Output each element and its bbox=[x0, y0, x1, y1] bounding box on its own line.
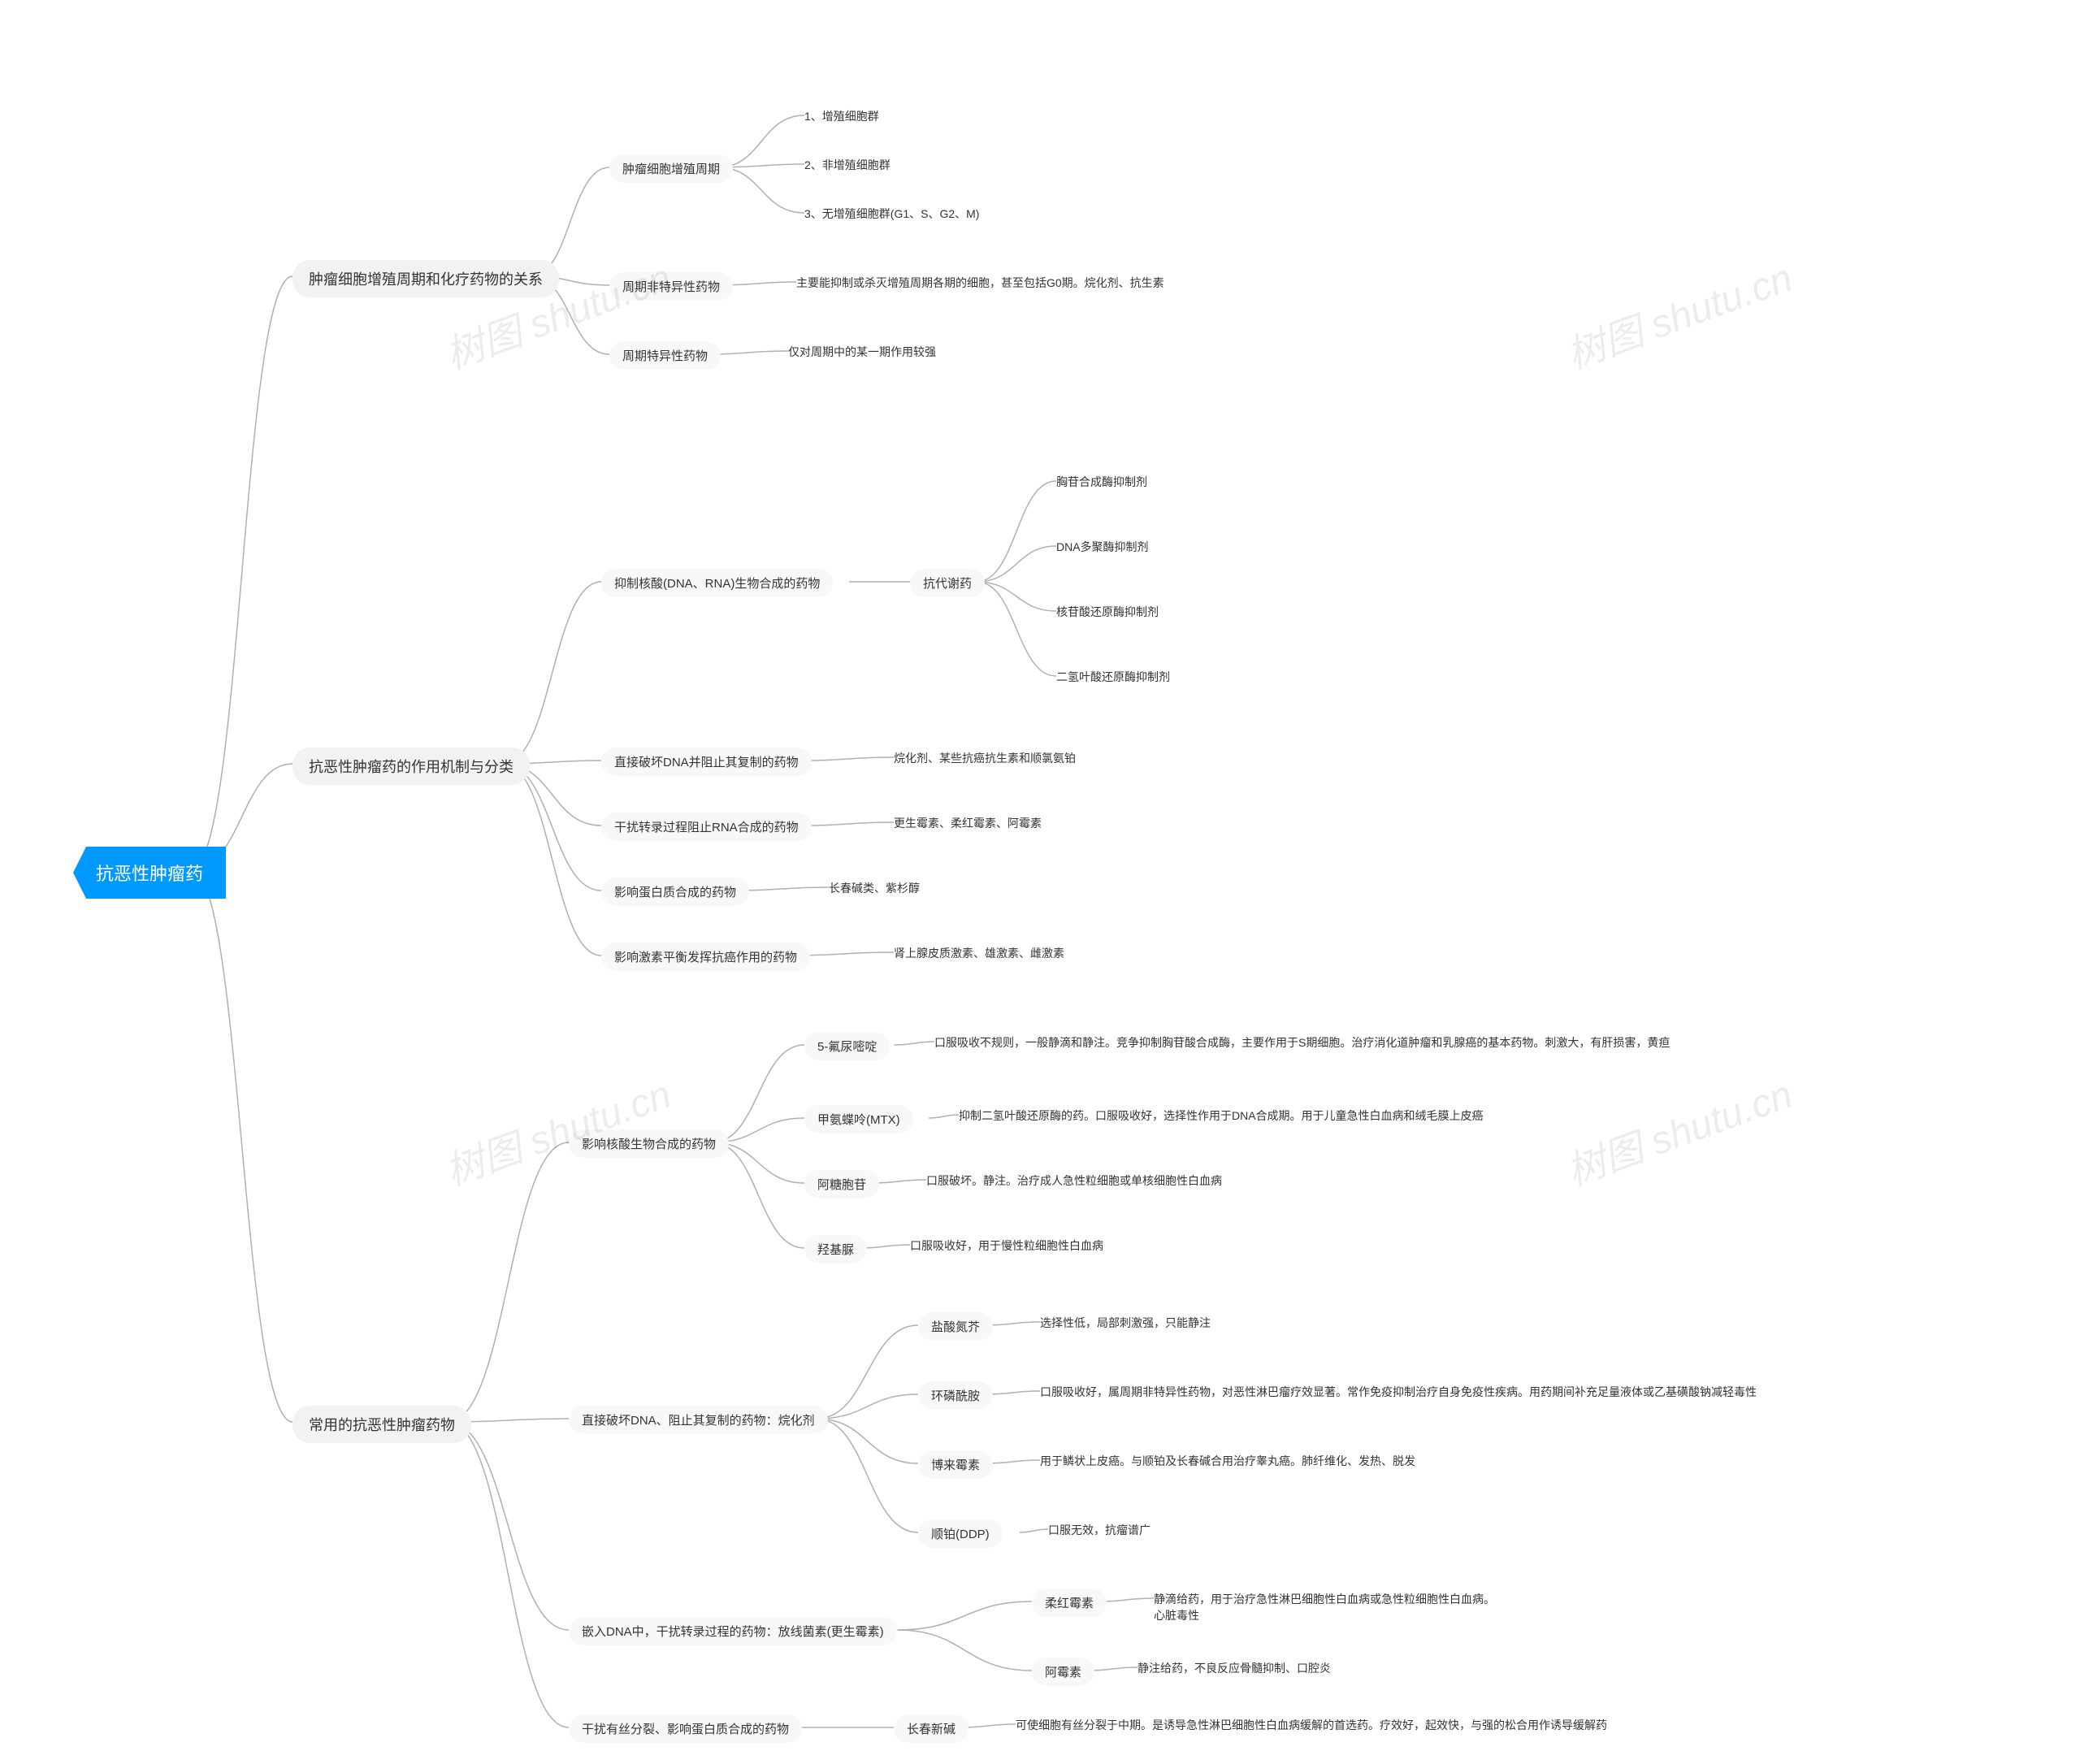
sub-2-0-2: 阿糖胞苷 bbox=[804, 1170, 879, 1198]
leaf-0-1-0: 主要能抑制或杀灭增殖周期各期的细胞，甚至包括G0期。烷化剂、抗生素 bbox=[796, 272, 1164, 295]
leaf-2-1-0-0: 选择性低，局部刺激强，只能静注 bbox=[1040, 1312, 1211, 1335]
sub-0-2: 周期特异性药物 bbox=[609, 341, 721, 370]
leaf-0-0-0: 1、增殖细胞群 bbox=[804, 106, 879, 128]
leaf-1-4-0: 肾上腺皮质激素、雄激素、雌激素 bbox=[894, 943, 1064, 965]
leaf-1-0-0-0: 胸苷合成酶抑制剂 bbox=[1056, 471, 1147, 494]
root-node: 抗恶性肿瘤药 bbox=[73, 847, 226, 899]
leaf-2-1-2-0: 用于鳞状上皮癌。与顺铂及长春碱合用治疗睾丸癌。肺纤维化、发热、脱发 bbox=[1040, 1450, 1415, 1473]
sub-1-0: 抑制核酸(DNA、RNA)生物合成的药物 bbox=[601, 569, 833, 597]
leaf-2-0-3-0: 口服吸收好，用于慢性粒细胞性白血病 bbox=[910, 1235, 1103, 1258]
leaf-2-0-0-0: 口服吸收不规则，一般静滴和静注。竞争抑制胸苷酸合成酶，主要作用于S期细胞。治疗消… bbox=[934, 1032, 1584, 1055]
sub-2-0-1: 甲氨蝶呤(MTX) bbox=[804, 1105, 913, 1133]
leaf-0-2-0: 仅对周期中的某一期作用较强 bbox=[788, 341, 936, 364]
sub-1-3: 影响蛋白质合成的药物 bbox=[601, 878, 749, 906]
sub-2-1-3: 顺铂(DDP) bbox=[918, 1519, 1003, 1548]
sub-2-0-3: 羟基脲 bbox=[804, 1235, 867, 1263]
sub-2-3-0: 长春新碱 bbox=[894, 1714, 968, 1743]
leaf-2-1-3-0: 口服无效，抗瘤谱广 bbox=[1048, 1519, 1150, 1542]
leaf-0-0-1: 2、非增殖细胞群 bbox=[804, 154, 890, 177]
leaf-2-2-1-0: 静注给药，不良反应骨髓抑制、口腔炎 bbox=[1138, 1658, 1331, 1680]
sub-2-2: 嵌入DNA中，干扰转录过程的药物：放线菌素(更生霉素) bbox=[569, 1617, 897, 1645]
sub-1-0-0: 抗代谢药 bbox=[910, 569, 985, 597]
leaf-2-0-1-0: 抑制二氢叶酸还原酶的药。口服吸收好，选择性作用于DNA合成期。用于儿童急性白血病… bbox=[959, 1105, 1484, 1128]
sub-2-1-0: 盐酸氮芥 bbox=[918, 1312, 993, 1341]
branch-2: 常用的抗恶性肿瘤药物 bbox=[292, 1406, 471, 1443]
leaf-1-1-0: 烷化剂、某些抗癌抗生素和顺氯氨铂 bbox=[894, 748, 1076, 770]
sub-0-1: 周期非特异性药物 bbox=[609, 272, 733, 301]
leaf-1-0-0-2: 核苷酸还原酶抑制剂 bbox=[1056, 601, 1159, 624]
sub-2-0-0: 5-氟尿嘧啶 bbox=[804, 1032, 890, 1060]
leaf-2-1-1-0: 口服吸收好，属周期非特异性药物，对恶性淋巴瘤疗效显著。常作免疫抑制治疗自身免疫性… bbox=[1040, 1381, 1690, 1404]
sub-1-1: 直接破坏DNA并阻止其复制的药物 bbox=[601, 748, 812, 776]
leaf-1-3-0: 长春碱类、紫杉醇 bbox=[829, 878, 920, 900]
leaf-1-2-0: 更生霉素、柔红霉素、阿霉素 bbox=[894, 813, 1042, 835]
leaf-1-0-0-3: 二氢叶酸还原酶抑制剂 bbox=[1056, 666, 1170, 689]
branch-0: 肿瘤细胞增殖周期和化疗药物的关系 bbox=[292, 260, 559, 297]
sub-2-1-1: 环磷酰胺 bbox=[918, 1381, 993, 1410]
sub-2-3: 干扰有丝分裂、影响蛋白质合成的药物 bbox=[569, 1714, 802, 1743]
sub-2-2-0: 柔红霉素 bbox=[1032, 1588, 1107, 1617]
leaf-2-2-0-0: 静滴给药，用于治疗急性淋巴细胞性白血病或急性粒细胞性白血病。心脏毒性 bbox=[1154, 1588, 1495, 1627]
sub-1-4: 影响激素平衡发挥抗癌作用的药物 bbox=[601, 943, 810, 971]
sub-2-1: 直接破坏DNA、阻止其复制的药物：烷化剂 bbox=[569, 1406, 828, 1434]
leaf-1-0-0-1: DNA多聚酶抑制剂 bbox=[1056, 536, 1149, 559]
leaf-2-0-2-0: 口服破坏。静注。治疗成人急性粒细胞或单核细胞性白血病 bbox=[926, 1170, 1222, 1193]
sub-2-0: 影响核酸生物合成的药物 bbox=[569, 1129, 729, 1158]
leaf-0-0-2: 3、无增殖细胞群(G1、S、G2、M) bbox=[804, 203, 979, 226]
branch-1: 抗恶性肿瘤药的作用机制与分类 bbox=[292, 748, 530, 785]
sub-0-0: 肿瘤细胞增殖周期 bbox=[609, 154, 733, 183]
leaf-2-3-0-0: 可使细胞有丝分裂于中期。是诱导急性淋巴细胞性白血病缓解的首选药。疗效好，起效快，… bbox=[1016, 1714, 1607, 1737]
sub-2-1-2: 博来霉素 bbox=[918, 1450, 993, 1479]
sub-1-2: 干扰转录过程阻止RNA合成的药物 bbox=[601, 813, 812, 841]
sub-2-2-1: 阿霉素 bbox=[1032, 1658, 1094, 1686]
